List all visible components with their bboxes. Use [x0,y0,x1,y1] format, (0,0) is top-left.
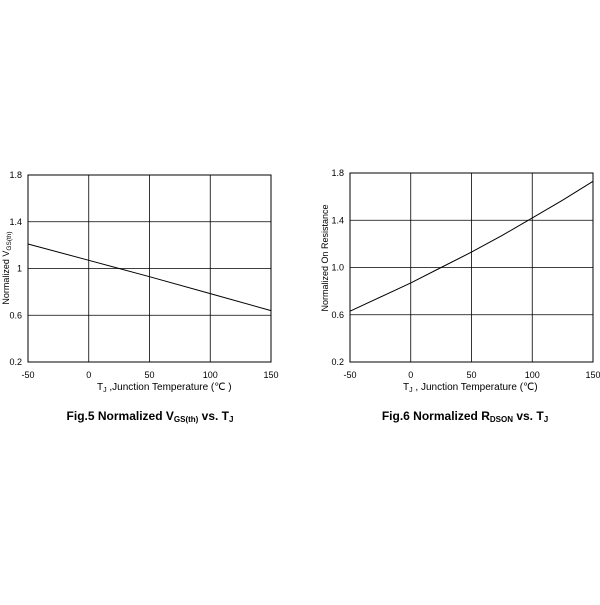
x-tick-label: 50 [466,370,476,380]
figure-caption: Fig.5 Normalized VGS(th) vs. TJ [67,409,234,424]
y-tick-label: 0.2 [9,357,22,367]
figure-caption: Fig.6 Normalized RDSON vs. TJ [382,409,548,424]
y-axis-label: Normalized On Resistance [320,204,330,311]
y-tick-label: 1 [17,264,22,274]
chart-rdson: -50 0 50 100 150 0.2 0.6 1.0 1.4 1.8 TJ … [320,168,600,424]
x-tick-label: 0 [86,370,91,380]
x-tick-label: 150 [585,370,600,380]
y-tick-label: 1.8 [9,170,22,180]
y-tick-label: 0.6 [331,310,344,320]
x-axis-label: TJ ,Junction Temperature (℃ ) [97,382,232,394]
plot-frame [27,174,272,363]
x-tick-label: 150 [263,370,278,380]
y-tick-label: 1.0 [331,263,344,273]
x-tick-labels: -50 0 50 100 150 [21,370,278,380]
y-tick-label: 0.6 [9,310,22,320]
y-tick-labels: 0.2 0.6 1 1.4 1.8 [9,170,22,367]
y-tick-label: 1.4 [331,215,344,225]
x-tick-label: 0 [408,370,413,380]
x-tick-label: 50 [144,370,154,380]
y-tick-label: 0.2 [331,357,344,367]
y-axis-label: Normalized VGS(th) [1,231,13,304]
y-tick-labels: 0.2 0.6 1.0 1.4 1.8 [331,168,344,367]
x-tick-label: -50 [343,370,356,380]
chart-grid [28,175,271,362]
series-line [349,180,594,312]
x-tick-label: -50 [21,370,34,380]
x-tick-label: 100 [525,370,540,380]
series-line [27,243,272,312]
x-tick-label: 100 [203,370,218,380]
plot-frame [349,172,594,363]
chart-vgs-th: -50 0 50 100 150 0.2 0.6 1 1.4 1.8 TJ ,J… [1,170,279,424]
chart-grid [350,173,593,362]
y-tick-label: 1.8 [331,168,344,178]
x-tick-labels: -50 0 50 100 150 [343,370,600,380]
y-tick-label: 1.4 [9,217,22,227]
x-axis-label: TJ , Junction Temperature (℃) [403,382,538,394]
